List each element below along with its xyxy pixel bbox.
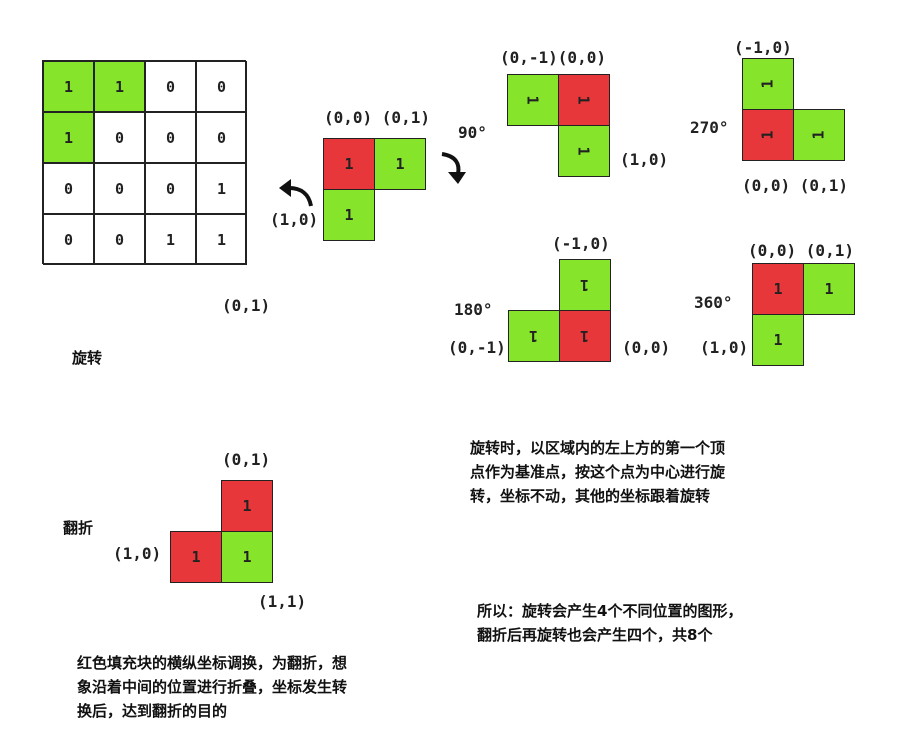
r180-cell-green: 1	[559, 259, 611, 311]
flip-desc-line: 红色填充块的横纵坐标调换，为翻折，想	[77, 654, 348, 672]
r180-angle: 180°	[454, 300, 493, 319]
r90-angle: 90°	[458, 123, 487, 142]
r270-cell-green: 1	[742, 58, 794, 110]
flip-coord-top: (0,1)	[222, 450, 271, 469]
flip-desc-line: 换后，达到翻折的目的	[77, 702, 228, 720]
flip-desc-line: 象沿着中间的位置进行折叠，坐标发生转	[77, 678, 348, 696]
r360-angle: 360°	[694, 293, 733, 312]
matrix-cell: 0	[43, 163, 94, 214]
matrix-cell: 0	[145, 112, 196, 163]
matrix-cell: 1	[94, 61, 145, 112]
matrix-cell: 0	[196, 112, 247, 163]
base-coord-left: (1,0)	[270, 210, 319, 229]
r90-coord-top: (0,-1)(0,0)	[500, 48, 606, 67]
r360-coord-left: (1,0)	[700, 338, 749, 357]
result-desc-line: 翻折后再旋转也会产生四个，共8个	[477, 626, 713, 644]
matrix-cell: 0	[94, 112, 145, 163]
matrix-cell: 0	[145, 163, 196, 214]
r270-angle: 270°	[690, 118, 729, 137]
rotate-desc-line: 旋转时，以区域内的左上方的第一个顶	[470, 439, 726, 457]
r270-cell-red: 1	[742, 109, 794, 161]
flip-cell-green: 1	[221, 531, 273, 583]
base-coord-top: (0,0) (0,1)	[324, 108, 430, 127]
r180-coord-top: (-1,0)	[552, 234, 610, 253]
flip-title: 翻折	[63, 519, 94, 537]
r90-cell-green: 1	[507, 74, 559, 126]
r270-cell-green: 1	[793, 109, 845, 161]
r90-coord-right: (1,0)	[620, 150, 669, 169]
matrix-cell: 1	[43, 61, 94, 112]
matrix-cell: 0	[43, 214, 94, 265]
rotate-title: 旋转	[72, 349, 103, 367]
curved-arrow-icon	[441, 152, 466, 184]
matrix-cell: 1	[196, 163, 247, 214]
r360-cell-green: 1	[803, 263, 855, 315]
flip-coord-bottom: (1,1)	[258, 592, 307, 611]
r360-cell-red: 1	[752, 263, 804, 315]
r360-cell-green: 1	[752, 314, 804, 366]
matrix-cell: 1	[196, 214, 247, 265]
r180-coord-left: (0,-1)	[448, 338, 506, 357]
r90-cell-red: 1	[558, 74, 610, 126]
rotate-desc-line: 转，坐标不动，其他的坐标跟着旋转	[470, 487, 711, 505]
matrix-cell: 0	[196, 61, 247, 112]
r270-coord-top: (-1,0)	[734, 38, 792, 57]
r180-cell-green: 1	[508, 310, 560, 362]
base-cell-green: 1	[323, 189, 375, 241]
rotate-desc-line: 点作为基准点，按这个点为中心进行旋	[470, 463, 726, 481]
flip-cell-red: 1	[221, 480, 273, 532]
matrix-cell: 1	[145, 214, 196, 265]
matrix-cell: 0	[94, 163, 145, 214]
below-matrix-coord: (0,1)	[222, 296, 271, 315]
r180-coord-right: (0,0)	[622, 338, 671, 357]
r180-cell-red: 1	[559, 310, 611, 362]
matrix-cell: 0	[145, 61, 196, 112]
matrix-cell: 0	[94, 214, 145, 265]
r270-coord-bottom: (0,0) (0,1)	[742, 176, 848, 195]
matrix-grid: 1 1 0 0 1 0 0 0 0 0 0 1 0 0 1 1	[42, 60, 247, 265]
base-cell-red: 1	[323, 138, 375, 190]
r360-coord-top: (0,0) (0,1)	[748, 241, 854, 260]
r90-cell-green: 1	[558, 125, 610, 177]
base-cell-green: 1	[374, 138, 426, 190]
curved-arrow-icon	[279, 179, 313, 207]
flip-coord-left: (1,0)	[113, 544, 162, 563]
flip-cell-red: 1	[170, 531, 222, 583]
result-desc-line: 所以：旋转会产生4个不同位置的图形，	[477, 602, 743, 620]
matrix-cell: 1	[43, 112, 94, 163]
